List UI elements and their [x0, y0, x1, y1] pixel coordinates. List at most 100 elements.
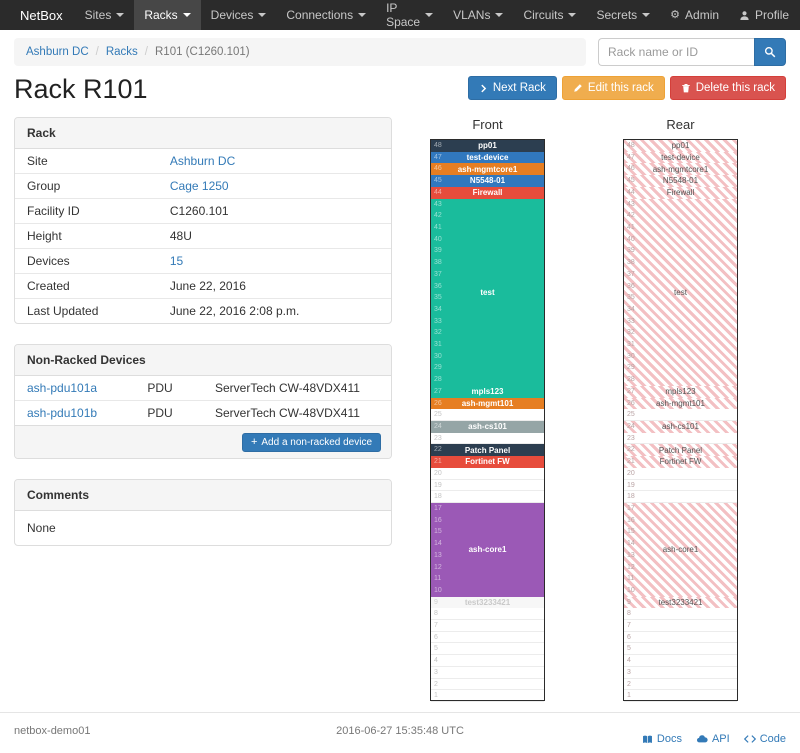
unit-number: 23: [627, 434, 635, 442]
unit-number: 14: [434, 540, 442, 548]
nav-item-profile[interactable]: Profile: [729, 0, 799, 30]
rear-device-ash-core1[interactable]: ash-core1: [624, 502, 737, 597]
nav-item-label: Devices: [210, 8, 254, 22]
rack-unit-slot: [624, 690, 737, 702]
device-link[interactable]: ash-pdu101a: [27, 381, 98, 395]
add-nonracked-device-button[interactable]: + Add a non-racked device: [241, 433, 381, 452]
rear-device-patch-panel[interactable]: Patch Panel: [624, 444, 737, 457]
rack-unit-slot: [624, 667, 737, 679]
unit-number: 23: [434, 434, 442, 442]
front-device-test-device[interactable]: test-device: [431, 151, 544, 164]
unit-number: 12: [627, 563, 635, 571]
attribute-value-text: 48U: [169, 229, 192, 243]
next-rack-button[interactable]: Next Rack: [467, 76, 557, 100]
edit-rack-button[interactable]: Edit this rack: [561, 76, 665, 100]
rear-device-firewall[interactable]: Firewall: [624, 186, 737, 199]
rear-device-pp01[interactable]: pp01: [624, 140, 737, 152]
attribute-value-link[interactable]: Cage 1250: [169, 179, 229, 193]
chevron-down-icon: [358, 13, 367, 17]
plus-icon: +: [250, 436, 258, 448]
front-device-patch-panel[interactable]: Patch Panel: [431, 444, 544, 457]
rear-device-n5548-01[interactable]: N5548-01: [624, 175, 737, 187]
unit-number: 10: [627, 586, 635, 594]
device-link[interactable]: ash-pdu101b: [27, 406, 98, 420]
table-row: Group Cage 1250: [15, 173, 391, 199]
unit-number: 30: [434, 352, 442, 360]
unit-number: 14: [627, 540, 635, 548]
docs-link[interactable]: Docs: [642, 725, 682, 753]
attribute-value-link[interactable]: 15: [169, 254, 184, 268]
attribute-value: C1260.101: [157, 198, 391, 224]
unit-number: 35: [434, 294, 442, 302]
front-device-ash-mgmtcore1[interactable]: ash-mgmtcore1: [431, 163, 544, 176]
front-device-n5548-01[interactable]: N5548-01: [431, 175, 544, 187]
nav-item-connections[interactable]: Connections: [276, 0, 376, 30]
breadcrumb-item[interactable]: Racks: [105, 46, 138, 58]
breadcrumb-row: Ashburn DC / Racks / R101 (C1260.101): [14, 38, 786, 66]
unit-number: 32: [434, 329, 442, 337]
unit-number: 7: [434, 622, 438, 630]
front-device-fortinet-fw[interactable]: Fortinet FW: [431, 456, 544, 468]
rear-device-ash-mgmt101[interactable]: ash-mgmt101: [624, 397, 737, 410]
nav-item-admin[interactable]: ⚙ Admin: [660, 0, 729, 30]
front-device-ash-core1[interactable]: ash-core1: [431, 502, 544, 597]
nav-item-ip-space[interactable]: IP Space: [376, 0, 443, 30]
front-device-pp01[interactable]: pp01: [431, 140, 544, 152]
front-device-ash-cs101[interactable]: ash-cs101: [431, 421, 544, 433]
nav-item-racks[interactable]: Racks: [134, 0, 201, 30]
nav-item-secrets[interactable]: Secrets: [586, 0, 660, 30]
breadcrumb-item[interactable]: Ashburn DC: [26, 46, 89, 58]
unit-number: 26: [434, 399, 442, 407]
front-device-firewall[interactable]: Firewall: [431, 186, 544, 199]
rear-device-mpls123[interactable]: mpls123: [624, 385, 737, 398]
front-device-test[interactable]: test: [431, 198, 544, 386]
nav-item-circuits[interactable]: Circuits: [513, 0, 586, 30]
nonracked-panel-title: Non-Racked Devices: [15, 345, 391, 376]
unit-number: 31: [434, 341, 442, 349]
navbar-left: NetBox Sites Racks Devices Connections IP Sp…: [8, 0, 660, 30]
rear-device-test-device[interactable]: test-device: [624, 151, 737, 164]
code-link[interactable]: Code: [743, 725, 786, 753]
search-button[interactable]: [754, 38, 786, 66]
attribute-value-text: June 22, 2016 2:08 p.m.: [169, 304, 300, 318]
rear-device-ash-cs101[interactable]: ash-cs101: [624, 421, 737, 433]
attribute-value-text: C1260.101: [169, 204, 229, 218]
attribute-value-link[interactable]: Ashburn DC: [169, 154, 236, 168]
rack-unit-slot: [431, 643, 544, 656]
trash-icon: [681, 83, 691, 93]
table-row: Site Ashburn DC: [15, 149, 391, 174]
delete-rack-button[interactable]: Delete this rack: [669, 76, 786, 100]
rack-unit-slot: [431, 480, 544, 492]
add-nonracked-device-label: Add a non-racked device: [261, 437, 372, 448]
unit-number: 3: [434, 668, 438, 676]
nav-item-sites[interactable]: Sites: [75, 0, 135, 30]
unit-number: 30: [627, 352, 635, 360]
nav-item-devices[interactable]: Devices: [201, 0, 277, 30]
unit-number: 48: [627, 142, 635, 149]
action-buttons: Next Rack Edit this rack Delete this rac…: [467, 76, 786, 100]
api-link[interactable]: API: [696, 725, 730, 753]
brand[interactable]: NetBox: [20, 7, 63, 23]
rear-device-test3233421[interactable]: test3233421: [624, 596, 737, 609]
unit-number: 33: [434, 317, 442, 325]
unit-number: 17: [627, 504, 635, 512]
unit-number: 10: [434, 586, 442, 594]
front-device-ash-mgmt101[interactable]: ash-mgmt101: [431, 397, 544, 410]
rack-unit-slot: [624, 468, 737, 480]
chevron-down-icon: [425, 13, 434, 17]
rack-unit-slot: [624, 632, 737, 644]
table-row: Last Updated June 22, 2016 2:08 p.m.: [15, 298, 391, 323]
front-device-test3233421[interactable]: test3233421: [431, 596, 544, 609]
rack-panel-title: Rack: [15, 118, 391, 149]
rear-device-test[interactable]: test: [624, 198, 737, 386]
front-device-mpls123[interactable]: mpls123: [431, 385, 544, 398]
search-input[interactable]: [598, 38, 754, 66]
attribute-value: Ashburn DC: [158, 149, 391, 174]
unit-number: 6: [627, 633, 631, 641]
unit-number: 43: [434, 200, 442, 208]
rear-device-ash-mgmtcore1[interactable]: ash-mgmtcore1: [624, 163, 737, 176]
unit-number: 19: [627, 481, 635, 489]
rear-device-fortinet-fw[interactable]: Fortinet FW: [624, 456, 737, 468]
nav-item-vlans[interactable]: VLANs: [443, 0, 513, 30]
rack-unit-slot: [624, 643, 737, 656]
